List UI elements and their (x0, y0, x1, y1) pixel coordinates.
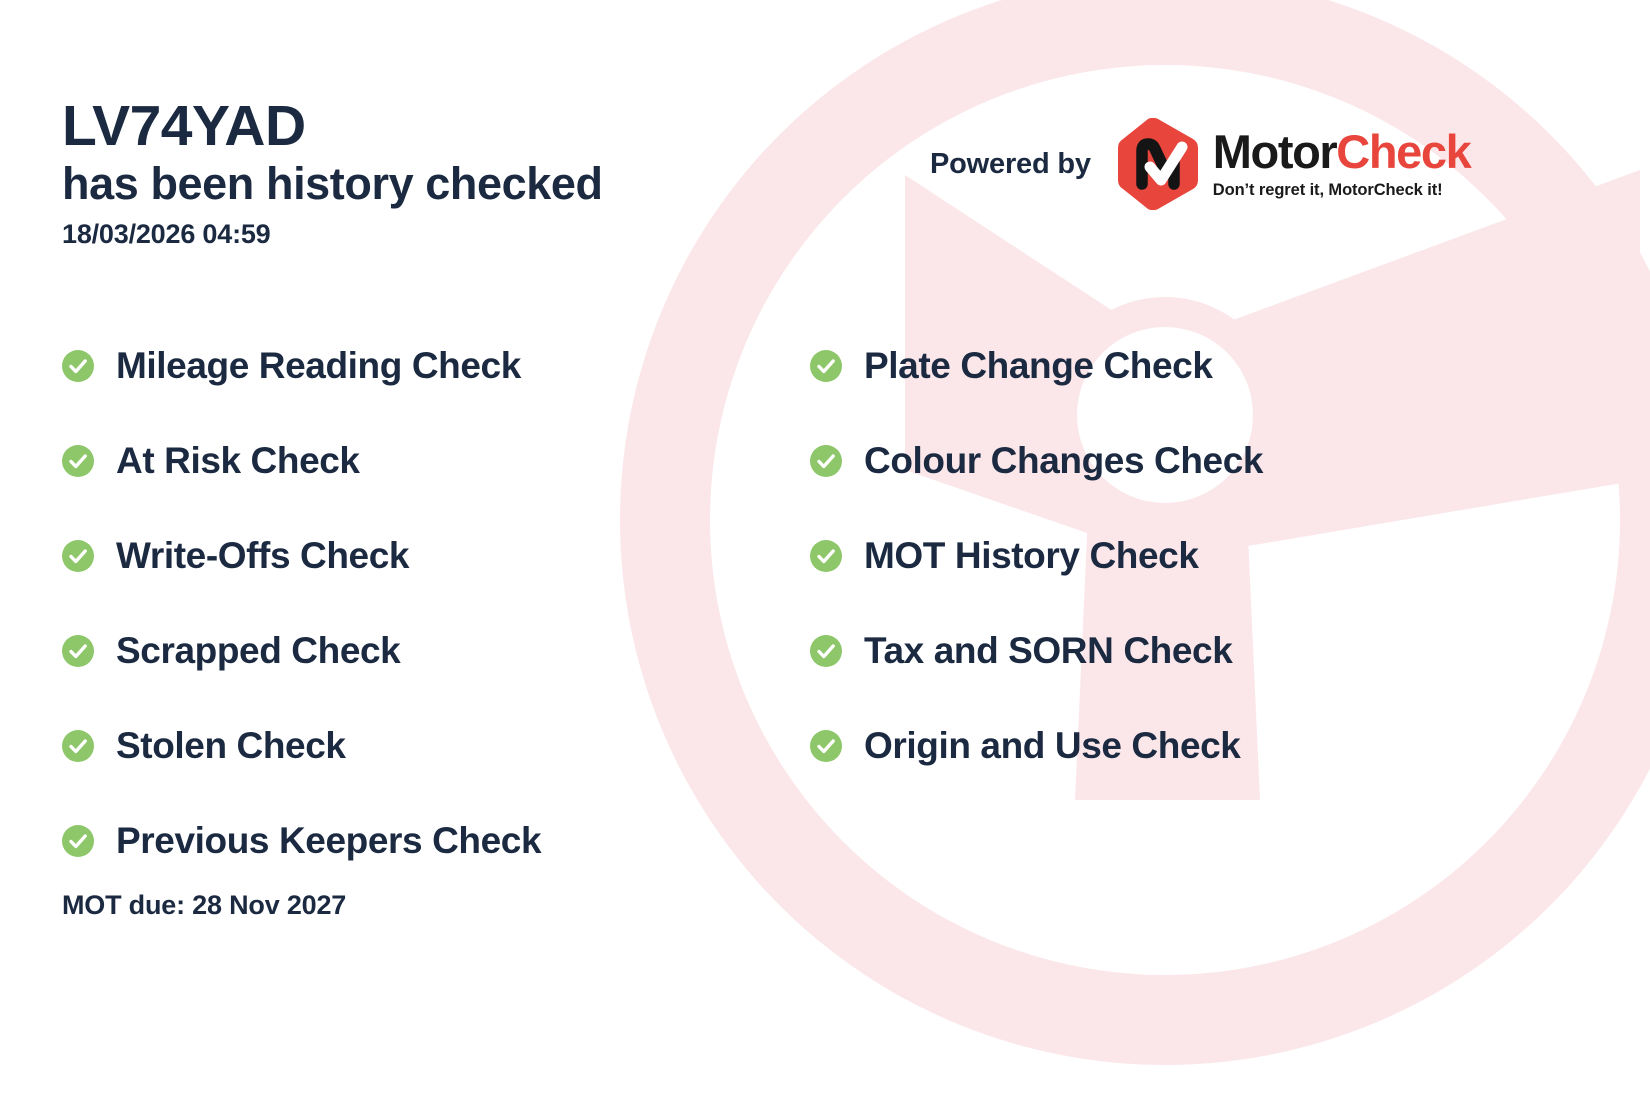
green-check-circle-icon (62, 349, 94, 382)
green-check-circle-icon (810, 539, 842, 572)
check-timestamp: 18/03/2026 04:59 (62, 219, 271, 250)
checks-right-column: Plate Change Check Colour Changes Check … (810, 318, 1590, 888)
green-check-circle-icon (62, 539, 94, 572)
check-item: Plate Change Check (810, 318, 1590, 413)
check-item-label: Tax and SORN Check (864, 629, 1233, 671)
check-item: Tax and SORN Check (810, 603, 1590, 698)
check-item-label: MOT History Check (864, 534, 1199, 576)
check-item: MOT History Check (810, 508, 1590, 603)
green-check-circle-icon (62, 444, 94, 477)
checks-left-column: Mileage Reading Check At Risk Check Writ… (62, 318, 802, 888)
green-check-circle-icon (62, 729, 94, 762)
check-item: Colour Changes Check (810, 413, 1590, 508)
check-item-label: At Risk Check (116, 439, 360, 481)
check-item-label: Colour Changes Check (864, 439, 1264, 481)
green-check-circle-icon (810, 729, 842, 762)
powered-by-block: Powered by MotorCheck Don’t regret it, M… (930, 118, 1472, 210)
green-check-circle-icon (62, 634, 94, 667)
mot-due-text: MOT due: 28 Nov 2027 (62, 890, 347, 920)
check-item-label: Mileage Reading Check (116, 344, 521, 386)
check-item-label: Previous Keepers Check (116, 819, 542, 861)
green-check-circle-icon (810, 444, 842, 477)
check-item: Previous Keepers Check (62, 793, 802, 888)
check-item-label: Write-Offs Check (116, 534, 410, 576)
check-item: Stolen Check (62, 698, 802, 793)
check-item-label: Origin and Use Check (864, 724, 1241, 766)
check-item: Origin and Use Check (810, 698, 1590, 793)
brand-tagline: Don’t regret it, MotorCheck it! (1212, 181, 1443, 199)
wordmark-motor: Motor (1212, 125, 1338, 178)
motorcheck-wordmark: MotorCheck (1212, 125, 1472, 178)
powered-by-label: Powered by (930, 147, 1091, 180)
check-item: Mileage Reading Check (62, 318, 802, 413)
green-check-circle-icon (62, 824, 94, 857)
green-check-circle-icon (810, 634, 842, 667)
check-item: Write-Offs Check (62, 508, 802, 603)
motorcheck-wordmark-block: MotorCheck Don’t regret it, MotorCheck i… (1212, 125, 1472, 200)
check-item: Scrapped Check (62, 603, 802, 698)
check-item: At Risk Check (62, 413, 802, 508)
registration-plate: LV74YAD (62, 94, 306, 158)
page-title: has been history checked (62, 157, 603, 209)
header: LV74YAD has been history checked 18/03/2… (62, 96, 822, 250)
wordmark-check: Check (1336, 125, 1471, 178)
check-item-label: Plate Change Check (864, 344, 1213, 386)
motorcheck-hexagon-logo-icon (1117, 118, 1198, 210)
checks-section: Mileage Reading Check At Risk Check Writ… (0, 318, 1650, 888)
check-item-label: Scrapped Check (116, 629, 401, 671)
check-item-label: Stolen Check (116, 724, 346, 766)
motorcheck-logo[interactable]: MotorCheck Don’t regret it, MotorCheck i… (1117, 118, 1472, 210)
green-check-circle-icon (810, 349, 842, 382)
